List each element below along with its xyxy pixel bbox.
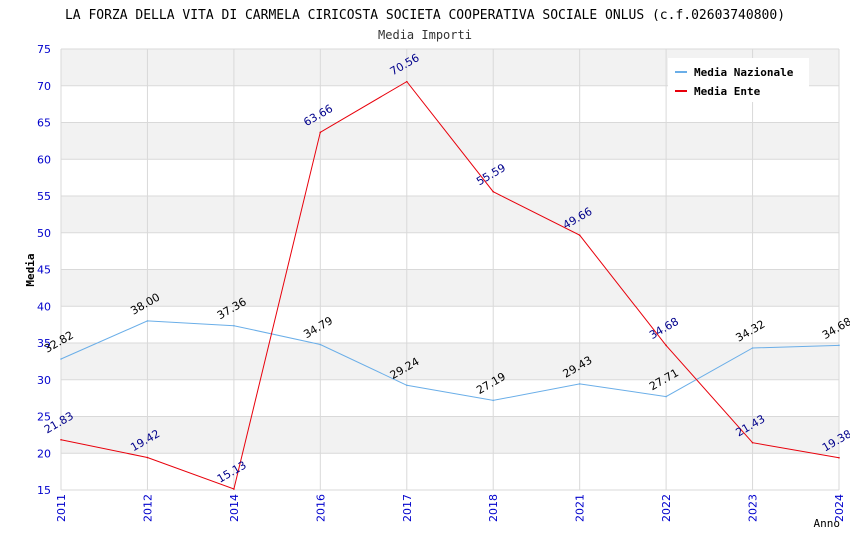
y-axis-label: Media — [24, 253, 37, 286]
data-label: 34.32 — [734, 318, 768, 345]
data-point — [233, 324, 235, 327]
series-line-1 — [60, 80, 840, 490]
x-tick-label: 2024 — [833, 494, 846, 522]
y-tick-label: 50 — [37, 227, 51, 240]
grid-band — [61, 196, 839, 233]
y-tick-label: 35 — [37, 337, 51, 350]
x-tick-label: 2022 — [660, 494, 673, 522]
x-tick-label: 2014 — [228, 494, 241, 522]
gridlines — [60, 48, 840, 491]
x-tick-label: 2011 — [55, 494, 68, 522]
y-tick-label: 25 — [37, 411, 51, 424]
x-tick-label: 2021 — [574, 494, 587, 522]
y-tick-label: 30 — [37, 374, 51, 387]
y-tick-label: 45 — [37, 264, 51, 277]
y-tick-label: 65 — [37, 117, 51, 130]
y-tick-label: 60 — [37, 153, 51, 166]
data-point — [751, 441, 754, 444]
y-tick-label: 55 — [37, 190, 51, 203]
x-tick-label: 2012 — [141, 494, 154, 522]
data-point — [838, 344, 840, 347]
y-tick-label: 70 — [37, 80, 51, 93]
series-line-0 — [60, 320, 840, 401]
legend-label: Media Nazionale — [694, 66, 794, 79]
y-tick-label: 20 — [37, 447, 51, 460]
grid-band — [61, 269, 839, 307]
data-label: 34.79 — [301, 314, 335, 341]
x-tick-label: 2016 — [314, 494, 327, 522]
grid-band — [61, 416, 839, 454]
x-tick-label: 2017 — [401, 494, 414, 522]
data-point — [319, 131, 322, 134]
data-point — [319, 343, 322, 346]
y-tick-label: 75 — [37, 43, 51, 56]
data-point — [492, 399, 495, 402]
y-axis-ticks: 15 20 25 30 35 40 45 50 55 60 65 70 75 — [37, 43, 51, 497]
y-tick-label: 40 — [37, 300, 51, 313]
data-point — [60, 358, 62, 360]
x-tick-label: 2018 — [487, 494, 500, 522]
data-label: 55.59 — [474, 161, 508, 188]
data-point — [146, 456, 149, 459]
chart-title: LA FORZA DELLA VITA DI CARMELA CIRICOSTA… — [65, 8, 785, 23]
legend-label: Media Ente — [694, 85, 761, 98]
legend: Media Nazionale Media Ente — [668, 58, 809, 102]
data-point — [578, 234, 581, 237]
legend-box — [668, 58, 809, 102]
grid-band — [61, 343, 839, 380]
data-label: 34.68 — [820, 315, 850, 342]
data-label: 15.13 — [215, 459, 249, 486]
y-tick-label: 15 — [37, 484, 51, 497]
data-point — [838, 457, 840, 459]
x-axis-ticks: 2011 2012 2014 2016 2017 2018 2021 2022 2023 2024 — [55, 494, 846, 522]
data-point — [60, 438, 62, 441]
data-point — [146, 320, 149, 322]
data-point — [492, 190, 495, 193]
grid-band — [61, 122, 839, 160]
data-point — [405, 384, 408, 387]
data-point — [665, 344, 667, 347]
data-point — [751, 347, 754, 349]
data-point — [233, 488, 235, 490]
x-axis-label: Anno — [814, 517, 841, 530]
chart-subtitle: Media Importi — [378, 28, 472, 42]
x-tick-label: 2023 — [747, 494, 760, 522]
data-point — [665, 395, 667, 398]
data-point — [578, 383, 581, 385]
data-point — [405, 80, 408, 83]
data-label: 34.68 — [647, 315, 681, 342]
